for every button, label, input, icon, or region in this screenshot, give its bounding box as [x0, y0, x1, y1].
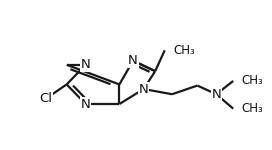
Text: N: N: [81, 98, 91, 111]
Text: N: N: [128, 54, 138, 67]
Text: CH₃: CH₃: [173, 44, 195, 57]
Text: N: N: [211, 88, 221, 101]
Text: Cl: Cl: [39, 92, 52, 105]
Text: N: N: [81, 58, 91, 71]
Text: CH₃: CH₃: [242, 102, 263, 115]
Text: N: N: [139, 82, 149, 96]
Text: CH₃: CH₃: [242, 74, 263, 87]
